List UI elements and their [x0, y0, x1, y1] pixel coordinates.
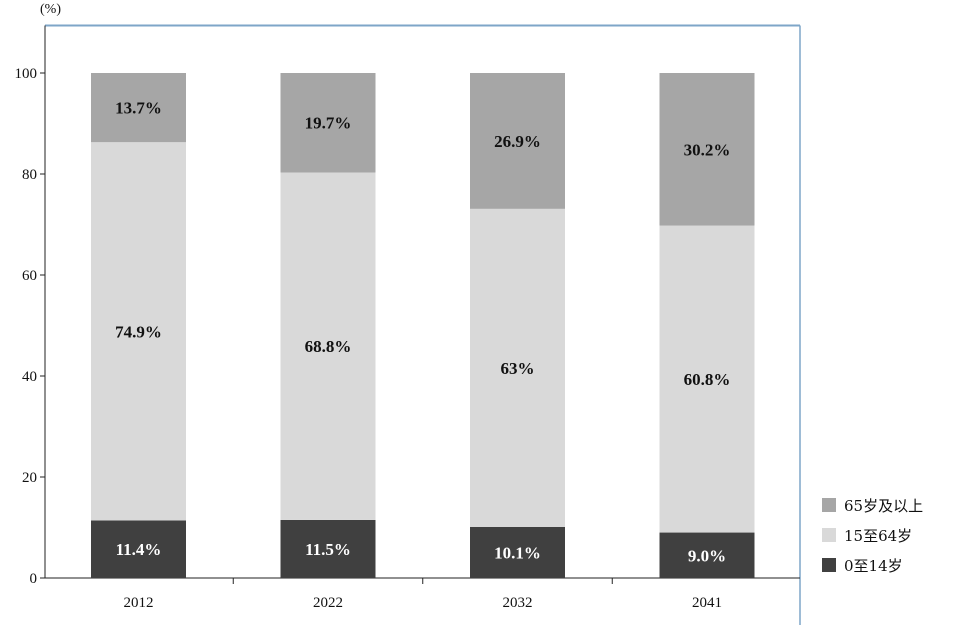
data-label: 74.9%	[115, 322, 162, 341]
data-label: 13.7%	[115, 99, 162, 118]
y-tick-label: 100	[15, 66, 38, 82]
legend-swatch	[822, 498, 836, 512]
data-label: 19.7%	[305, 114, 352, 133]
x-tick-label: 2032	[503, 595, 533, 611]
plot-frame	[45, 24, 801, 625]
bar-segment	[659, 225, 755, 533]
bar-segment	[659, 532, 755, 578]
y-tick-label: 80	[22, 167, 37, 183]
y-tick-label: 20	[22, 470, 37, 486]
y-unit-label: (%)	[40, 2, 61, 17]
bar-segment	[470, 526, 565, 578]
data-label: 11.5%	[305, 540, 351, 559]
legend-swatch	[822, 528, 836, 542]
x-tick-label: 2012	[124, 595, 154, 611]
data-labels: 11.4% 74.9% 13.7% 11.5% 68.8% 19.7% 10.1% 63% 26…	[115, 99, 730, 566]
data-label: 60.8%	[684, 370, 731, 389]
x-tick-label: 2022	[313, 595, 343, 611]
y-tick-label: 40	[22, 369, 37, 385]
x-tick-label: 2041	[692, 595, 722, 611]
bar-segment	[280, 172, 376, 520]
data-label: 10.1%	[494, 543, 541, 562]
data-label: 26.9%	[494, 132, 541, 151]
bar-segment	[280, 73, 376, 173]
bar-segment	[470, 73, 565, 209]
axes: (%) 0 20 40 60 80 100 2012 2022 2032 2041	[15, 2, 800, 611]
data-label: 68.8%	[305, 337, 352, 356]
data-label: 11.4%	[116, 540, 162, 559]
bar-segment	[470, 208, 565, 527]
y-tick-label: 60	[22, 268, 37, 284]
y-tick-label: 0	[30, 571, 38, 587]
data-label: 30.2%	[684, 140, 731, 159]
legend-label: 0至14岁	[844, 557, 903, 575]
bars	[91, 73, 755, 578]
bar-segment	[91, 142, 186, 521]
bar-segment	[659, 73, 755, 226]
bar-segment	[91, 73, 186, 143]
legend-label: 65岁及以上	[844, 497, 923, 515]
data-label: 63%	[501, 359, 535, 378]
legend-swatch	[822, 558, 836, 572]
bar-segment	[91, 520, 186, 578]
bar-segment	[280, 519, 376, 578]
legend-label: 15至64岁	[844, 527, 912, 545]
legend: 65岁及以上 15至64岁 0至14岁	[822, 497, 923, 575]
data-label: 9.0%	[688, 546, 726, 565]
